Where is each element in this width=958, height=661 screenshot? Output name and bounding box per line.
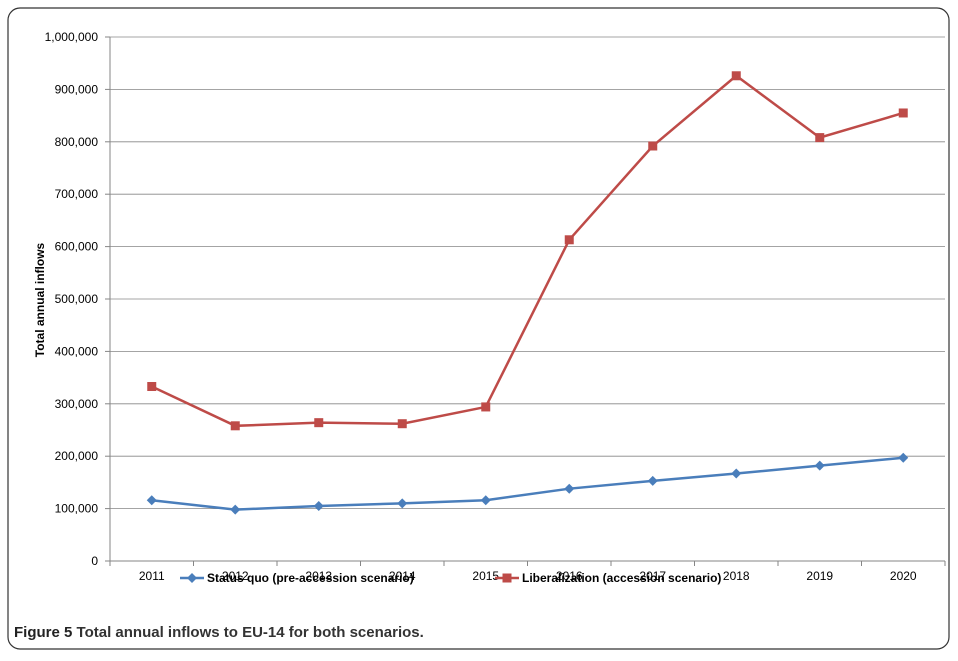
y-tick-label: 200,000 [55, 449, 99, 463]
x-tick-label: 2011 [139, 569, 165, 583]
caption-label: Figure 5 [14, 624, 72, 641]
y-tick-label: 900,000 [55, 82, 99, 96]
frame [7, 7, 950, 650]
marker [647, 475, 658, 486]
marker [898, 108, 908, 118]
y-tick-label: 300,000 [55, 397, 99, 411]
y-axis-label: Total annual inflows [33, 242, 47, 357]
marker [481, 402, 491, 412]
y-tick-label: 400,000 [55, 344, 99, 358]
marker [397, 419, 407, 429]
y-tick-label: 100,000 [55, 502, 99, 516]
marker [313, 500, 324, 511]
marker [814, 460, 825, 471]
x-tick-label: 2017 [639, 569, 666, 583]
marker [187, 573, 197, 583]
x-tick-label: 2018 [723, 569, 750, 583]
x-tick-label: 2015 [472, 569, 499, 583]
x-tick-label: 2012 [222, 569, 249, 583]
marker [314, 418, 324, 428]
series-line [151, 74, 904, 428]
y-tick-label: 600,000 [55, 240, 99, 254]
x-tick-label: 2020 [890, 569, 917, 583]
caption-text: Total annual inflows to EU-14 for both s… [77, 624, 424, 641]
y-tick-label: 700,000 [55, 187, 99, 201]
marker [731, 468, 742, 479]
marker [648, 141, 658, 151]
marker [564, 483, 575, 494]
x-tick-label: 2013 [305, 569, 332, 583]
marker [230, 504, 241, 515]
marker [146, 495, 157, 506]
marker [397, 498, 408, 509]
y-tick-label: 800,000 [55, 135, 99, 149]
marker [898, 452, 909, 463]
marker [230, 421, 240, 431]
series-line [151, 456, 904, 511]
marker [480, 495, 491, 506]
x-tick-label: 2014 [389, 569, 416, 583]
marker [147, 382, 157, 392]
x-tick-label: 2019 [806, 569, 833, 583]
caption: Figure 5 Total annual inflows to EU-14 f… [14, 624, 424, 641]
y-tick-label: 1,000,000 [45, 30, 99, 44]
legend-label: Status quo (pre-accession scenario) [207, 571, 414, 585]
x-tick-label: 2016 [556, 569, 583, 583]
y-tick-label: 500,000 [55, 292, 99, 306]
marker [731, 71, 741, 81]
marker [815, 133, 825, 143]
y-tick-label: 0 [91, 554, 98, 568]
legend-label: Liberalization (accession scenario) [522, 571, 721, 585]
marker [564, 235, 574, 245]
marker [502, 573, 512, 583]
